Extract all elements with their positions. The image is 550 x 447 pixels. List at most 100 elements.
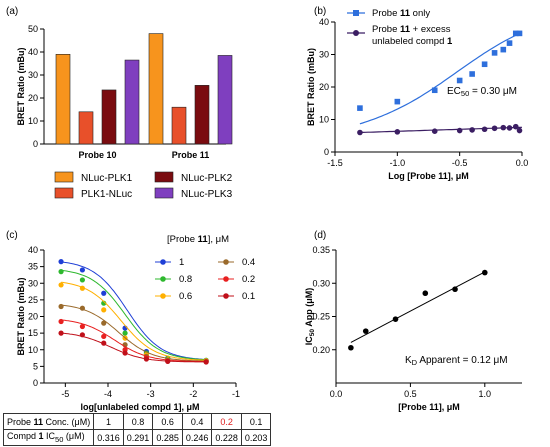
panel-c-point-0.2: [58, 318, 64, 325]
legend-label: 0.8: [179, 274, 192, 285]
panel-c-y-tick-label: 35: [28, 262, 38, 272]
panel-c-point-0.1: [101, 340, 107, 346]
panel-a-y-axis-title: BRET Ratio (mBu): [16, 48, 26, 126]
panel-b-x-tick-label: -1.0: [390, 158, 406, 168]
panel-b-point-probe: [506, 40, 513, 46]
panel-b-fit-curve-excess: [359, 126, 523, 134]
panel-c-point-0.4: [58, 303, 64, 310]
panel-b-point-probe: [431, 87, 438, 94]
legend-marker-square: [353, 10, 359, 16]
panel-c-point-0.1: [203, 359, 209, 365]
legend-marker-circle: [353, 30, 359, 36]
panel-c-point-0.4: [79, 305, 85, 311]
panel-b-point-probe: [512, 30, 519, 37]
table-cell: 0.246: [181, 429, 213, 446]
legend-label: unlabeled compd 1: [372, 36, 453, 47]
panel-d-point: [452, 286, 458, 293]
panel-a-y-tick-label: 0: [33, 139, 38, 149]
panel-b-point-excess: [357, 129, 363, 136]
panel-c-y-axis-title: BRET Ratio (mBu): [16, 278, 26, 356]
table-cell: 0.285: [152, 429, 183, 446]
panel-b-point-excess: [431, 128, 438, 134]
panel-c-point-1: [79, 267, 85, 273]
panel-c-x-tick-label: -4: [104, 389, 112, 399]
ic50-table: Probe 11 Conc. (μM) 1 0.8 0.6 0.4 0.2 0.…: [2, 413, 272, 446]
panel-c-fit-curve-1: [61, 261, 207, 360]
panel-b-ec50-annotation: EC50 = 0.30 μM: [447, 86, 517, 98]
panel-b-point-probe: [357, 105, 363, 111]
panel-c-x-axis-title: log[unlabeled compd 1], μM: [80, 402, 199, 412]
legend-swatch: [154, 187, 174, 199]
legend-label: 0.2: [242, 274, 255, 285]
legend-marker: [160, 293, 166, 299]
legend-label: NLuc-PLK3: [181, 189, 233, 200]
bar-nluc-plk2: [101, 89, 117, 145]
panel-c-y-tick-label: 10: [28, 345, 38, 355]
panel-c-fit-curve-0.1: [61, 332, 207, 363]
bar-nluc-plk3: [217, 55, 233, 145]
legend-label: NLuc-PLK2: [181, 173, 233, 184]
table-cell: 0.4: [181, 413, 213, 430]
panel-d-label: (d): [314, 230, 326, 241]
legend-marker: [160, 259, 166, 265]
bar-plk1-nluc: [78, 111, 94, 145]
panel-c-point-0.1: [143, 356, 149, 362]
panel-c-point-0.8: [79, 277, 85, 283]
panel-b-point-probe: [481, 61, 488, 68]
panel-b-point-excess: [512, 123, 519, 130]
panel-b-fit-curve-probe: [359, 31, 523, 125]
panel-c-point-0.4: [101, 320, 107, 326]
legend-marker: [223, 259, 229, 265]
panel-d-point: [348, 344, 354, 351]
legend-label: 1: [179, 257, 184, 268]
panel-c-point-0.1: [58, 330, 64, 336]
panel-c-y-tick-label: 25: [28, 295, 38, 305]
panel-c-point-0.6: [79, 285, 85, 291]
table-row1-label: Probe 11 Conc. (μM): [2, 413, 95, 430]
table-cell: 0.316: [93, 429, 124, 446]
panel-c-fit-curve-0.4: [61, 304, 207, 362]
panel-c-y-tick-label: 5: [33, 361, 38, 371]
panel-b-point-excess: [491, 125, 498, 132]
table-cell: 0.6: [152, 413, 183, 430]
panel-a-label: (a): [6, 6, 18, 17]
legend-label: NLuc-PLK1: [81, 173, 133, 184]
panel-d-point: [362, 328, 369, 334]
panel-c-x-tick-label: -2: [189, 389, 197, 399]
panel-c-point-0.2: [101, 333, 107, 340]
panel-c-y-tick-label: 20: [28, 312, 38, 322]
legend-label: 0.6: [179, 291, 192, 302]
panel-c-point-1: [58, 259, 64, 265]
panel-d-y-tick-label: 0.30: [312, 278, 330, 288]
panel-a-y-tick-label: 40: [28, 47, 38, 57]
panel-b-label: (b): [314, 6, 326, 17]
legend-label: PLK1-NLuc: [81, 189, 132, 200]
panel-c-point-0.8: [101, 300, 107, 306]
panel-b-y-tick-label: 10: [319, 115, 329, 125]
legend-marker: [160, 276, 166, 282]
panel-c-x-tick-label: -1: [232, 389, 240, 399]
panel-c-legend-title: [Probe 11], μM: [167, 234, 229, 245]
panel-d-y-tick-label: 0.35: [312, 245, 330, 255]
bar-nluc-plk2: [194, 85, 210, 145]
panel-d-point: [392, 316, 399, 322]
legend-label: 0.1: [242, 291, 255, 302]
panel-d-x-axis-title: [Probe 11], μM: [398, 402, 460, 412]
panel-c-y-tick-label: 40: [28, 245, 38, 255]
panel-b-point-excess: [516, 127, 523, 134]
panel-b-point-probe: [491, 50, 498, 56]
bar-nluc-plk3: [124, 59, 140, 145]
panel-c-fit-curve-0.6: [61, 281, 207, 361]
bar-nluc-plk1: [148, 33, 164, 145]
panel-b-x-tick-label: -0.5: [452, 158, 468, 168]
panel-b-x-tick-label: -1.5: [327, 158, 343, 168]
panel-c-point-0.8: [58, 269, 64, 275]
panel-c-point-0.1: [122, 350, 128, 356]
panel-b-y-tick-label: 20: [319, 82, 329, 92]
panel-b-point-excess: [506, 125, 513, 131]
table-cell: 0.2: [211, 413, 242, 430]
panel-d-x-tick-label: 0.0: [330, 389, 343, 399]
table-row: Probe 11 Conc. (μM) 1 0.8 0.6 0.4 0.2 0.…: [2, 413, 272, 430]
legend-swatch: [54, 171, 74, 183]
